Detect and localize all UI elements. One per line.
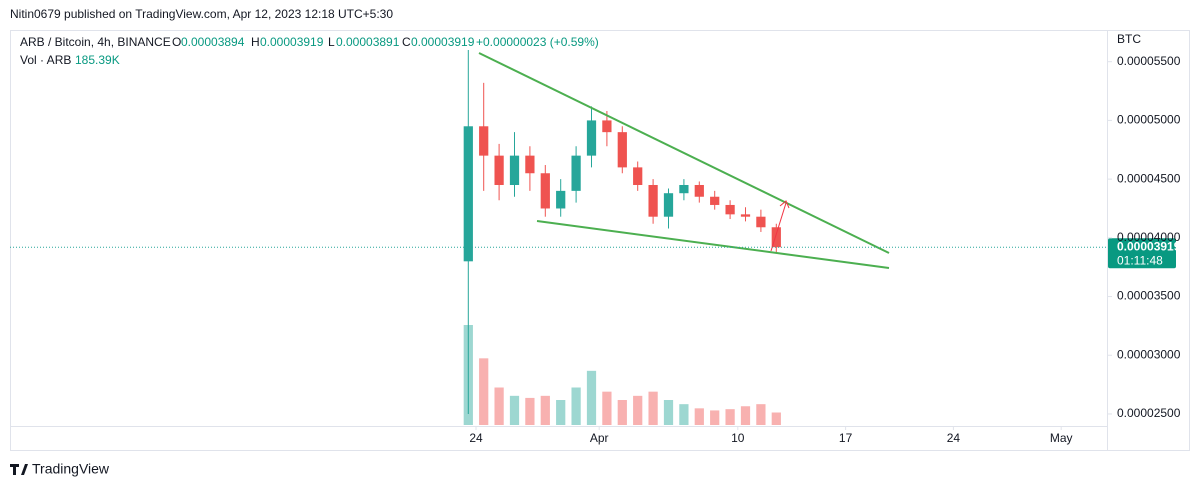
volume-bar	[509, 395, 520, 425]
volume-bar	[525, 397, 535, 425]
y-tick-label: 0.00005000	[1117, 113, 1181, 127]
candle-body	[463, 126, 473, 262]
candle-body	[494, 155, 504, 185]
candle-body	[571, 155, 581, 191]
volume-bar	[679, 404, 689, 425]
arrow-head	[779, 200, 790, 209]
x-tick-label: Apr	[590, 431, 609, 445]
legend-h-label: H	[251, 35, 260, 49]
legend-o-value: 0.00003894	[181, 35, 245, 49]
candle-body	[725, 204, 735, 215]
y-tick-label: 0.00004000	[1117, 230, 1181, 244]
pane-border	[10, 30, 1190, 451]
candle-body	[740, 214, 751, 217]
volume-bar	[740, 406, 751, 425]
x-tick-label: May	[1050, 431, 1073, 445]
volume-bar	[648, 391, 658, 425]
y-tick-label: 0.00002500	[1117, 406, 1181, 420]
y-tick-label: 0.00003500	[1117, 289, 1181, 303]
brand: TradingView	[10, 461, 110, 477]
volume-bar	[571, 387, 581, 425]
y-tick-label: 0.00005500	[1117, 54, 1181, 68]
candle-body	[617, 132, 627, 168]
candle-body	[663, 193, 674, 217]
legend: ARB / Bitcoin, 4h, BINANCE O 0.00003894 …	[20, 35, 599, 67]
candle-body	[556, 190, 566, 209]
candle-body	[648, 184, 658, 217]
y-tick-label: 0.00003000	[1117, 347, 1181, 361]
volume-bar	[725, 409, 735, 425]
plot-area	[463, 49, 781, 425]
legend-vol-label: Vol · ARB	[20, 53, 71, 67]
candle-body	[525, 155, 535, 174]
y-tick-label: 0.00004500	[1117, 171, 1181, 185]
volume-bar	[586, 370, 597, 425]
candle-body	[679, 184, 689, 194]
legend-vol-value: 185.39K	[75, 53, 120, 67]
lower-trendline	[536, 220, 890, 269]
published-note: Nitin0679 published on TradingView.com, …	[10, 7, 393, 21]
volume-bar	[617, 400, 627, 425]
legend-l-label: L	[328, 35, 335, 49]
candle-body	[694, 184, 704, 197]
legend-symbol: ARB / Bitcoin, 4h, BINANCE	[20, 35, 171, 49]
volume-bar	[756, 404, 766, 425]
candle-body	[586, 120, 597, 156]
volume-bar	[494, 387, 504, 425]
volume-bar	[540, 395, 550, 425]
legend-change: +0.00000023 (+0.59%)	[476, 35, 599, 49]
candle-body	[509, 155, 520, 185]
candle-body	[602, 120, 612, 133]
volume-bar	[633, 395, 643, 425]
brand-name: TradingView	[32, 461, 110, 477]
legend-l-value: 0.00003891	[336, 35, 400, 49]
legend-c-value: 0.00003919	[411, 35, 475, 49]
candle-body	[710, 196, 720, 205]
volume-bar	[602, 391, 612, 425]
upper-trendline	[478, 52, 890, 254]
legend-o-label: O	[172, 35, 181, 49]
candle-body	[771, 227, 781, 248]
volume-bar	[663, 400, 674, 425]
candle-body	[540, 173, 550, 209]
price-unit: BTC	[1117, 32, 1141, 46]
legend-c-label: C	[402, 35, 411, 49]
countdown-label: 01:11:48	[1117, 253, 1163, 267]
candle-body	[633, 167, 643, 185]
brand-logo	[10, 464, 28, 475]
last-price-label: 0.00003919	[1117, 239, 1181, 253]
volume-bar	[694, 408, 704, 425]
candle-body	[756, 216, 766, 228]
legend-h-value: 0.00003919	[260, 35, 324, 49]
arrow-line	[770, 202, 787, 252]
candle-body	[479, 126, 489, 156]
x-tick-label: 10	[731, 431, 745, 445]
x-tick-label: 24	[469, 431, 483, 445]
volume-bar	[556, 400, 566, 425]
volume-bar	[710, 410, 720, 425]
volume-bar	[771, 412, 781, 425]
x-tick-label: 24	[947, 431, 961, 445]
last-price-box	[1108, 238, 1176, 269]
x-tick-label: 17	[839, 431, 853, 445]
volume-bar	[479, 358, 489, 425]
